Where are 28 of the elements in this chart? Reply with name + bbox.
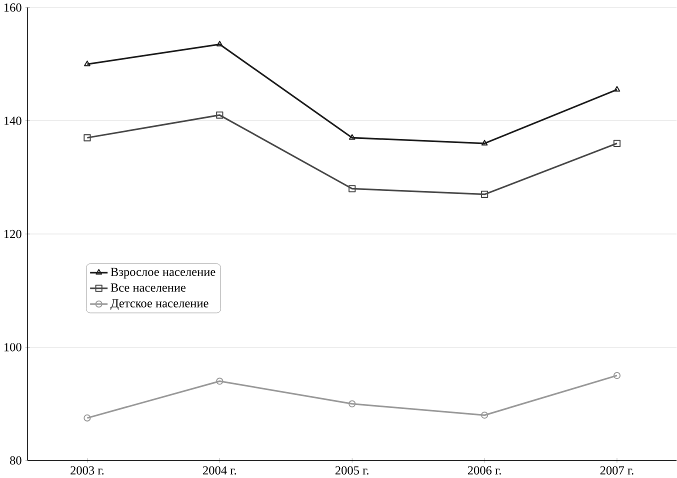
point: [348, 400, 356, 408]
point: [216, 40, 223, 46]
x-tick-label: 2004 г.: [203, 466, 236, 475]
y-tick-label: 120: [4, 230, 22, 238]
point: [614, 86, 620, 92]
x-tick-label: 2006 г.: [468, 466, 501, 475]
x-tick-label: 2007 г.: [600, 466, 634, 475]
y-tick-label: 140: [4, 116, 22, 125]
point: [613, 140, 621, 147]
point: [84, 134, 91, 142]
y-tick-label: 160: [4, 3, 22, 12]
y-tick-label: 80: [10, 456, 22, 465]
point: [216, 378, 224, 385]
point: [480, 190, 488, 198]
point: [613, 372, 621, 380]
point: [216, 112, 224, 119]
point: [84, 60, 90, 66]
y-tick-label: 100: [4, 343, 22, 352]
x-tick-label: 2005 г.: [335, 466, 368, 475]
point: [348, 134, 356, 140]
x-tick-label: 2003 г.: [70, 466, 104, 475]
legend-label: Взрослое население: [110, 268, 216, 278]
legend-label: Все население: [110, 284, 186, 292]
point: [348, 185, 356, 192]
legend-label: Детское население: [110, 299, 208, 310]
point: [84, 414, 91, 422]
point: [481, 140, 488, 146]
point: [480, 412, 488, 419]
